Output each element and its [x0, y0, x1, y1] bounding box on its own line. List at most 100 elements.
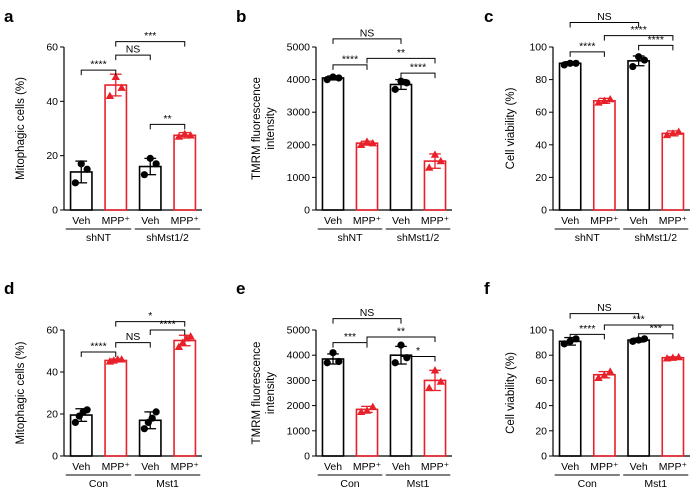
significance-label: NS	[597, 11, 612, 23]
data-point	[182, 334, 191, 342]
significance-bracket	[400, 355, 436, 362]
group-label: Mst1	[156, 478, 179, 490]
y-tick-label: 0	[541, 451, 547, 463]
significance-bracket	[332, 38, 402, 44]
bar	[558, 62, 582, 211]
bar	[355, 408, 379, 457]
x-tick-label: Veh	[324, 461, 342, 473]
panel-a: a 0 20 40 60 Mitophagic cells (%) Veh MPP⁺ Veh MP…	[4, 7, 202, 244]
significance-label: **	[397, 47, 405, 59]
significance-bracket	[638, 333, 674, 339]
data-point	[362, 406, 372, 414]
y-tick-label: 60	[535, 107, 547, 119]
y-tick-label: 2000	[287, 400, 311, 412]
data-point	[629, 62, 637, 71]
data-point	[323, 76, 331, 84]
significance-bracket	[115, 321, 186, 327]
x-tick-label: Veh	[141, 215, 159, 227]
data-point	[391, 85, 399, 93]
x-tick-label: Veh	[324, 215, 342, 227]
data-point	[186, 131, 195, 139]
x-tick-label: MPP⁺	[590, 215, 618, 227]
data-point	[174, 132, 184, 140]
y-tick-label: 60	[46, 42, 58, 54]
data-point	[335, 74, 343, 82]
data-point	[674, 127, 683, 135]
significance-label: NS	[360, 27, 375, 39]
data-point	[146, 154, 154, 162]
significance-bracket	[569, 313, 640, 319]
y-tick-label: 0	[541, 205, 547, 217]
y-tick-label: 20	[535, 172, 547, 184]
data-point	[560, 340, 568, 348]
significance-label: ****	[342, 53, 358, 65]
x-tick-label: MPP⁺	[421, 215, 449, 227]
y-tick-label: 1000	[287, 425, 311, 437]
x-tick-label: MPP⁺	[353, 215, 381, 227]
data-point	[152, 408, 160, 416]
data-point	[629, 337, 637, 345]
significance-bracket	[115, 54, 151, 61]
y-tick-label: 3000	[287, 107, 311, 119]
bar	[104, 84, 128, 211]
data-point	[77, 160, 85, 168]
x-tick-label: Veh	[392, 215, 410, 227]
x-tick-label: MPP⁺	[659, 215, 687, 227]
significance-bracket	[638, 44, 674, 51]
bar	[423, 379, 447, 457]
y-tick-label: 0	[304, 205, 310, 217]
significance-bracket	[366, 57, 436, 64]
panel-f: f 0 20 40 60 80 100 Cell viability (%) Veh MPP⁺ Ve…	[484, 279, 690, 490]
bar	[558, 340, 582, 457]
y-axis-title: Cell viability (%)	[505, 87, 517, 169]
y-tick-label: 60	[535, 375, 547, 387]
y-axis-title: TMRM fluorescence intensity	[251, 342, 277, 445]
group-label: shMst1/2	[634, 232, 677, 244]
data-point	[329, 349, 337, 357]
data-point	[397, 341, 405, 349]
significance-bracket	[149, 123, 186, 130]
data-point	[640, 56, 649, 64]
data-point	[368, 138, 377, 147]
data-point	[606, 94, 615, 103]
significance-bracket	[400, 72, 436, 79]
bar	[321, 358, 345, 457]
x-tick-label: Veh	[392, 461, 410, 473]
data-point	[117, 355, 126, 363]
data-point	[368, 402, 377, 411]
group-label: shNT	[337, 232, 363, 244]
data-point	[635, 53, 643, 61]
data-point	[662, 354, 672, 362]
data-point	[180, 129, 189, 138]
y-axis-title: TMRM fluorescence intensity	[251, 77, 277, 180]
y-tick-label: 40	[46, 96, 58, 108]
panel-letter: c	[484, 7, 493, 26]
significance-label: ****	[630, 24, 646, 36]
y-tick-label: 80	[535, 74, 547, 86]
data-point	[186, 332, 195, 340]
data-point	[668, 353, 678, 361]
y-tick-label: 5000	[287, 325, 311, 337]
data-point	[140, 171, 148, 179]
y-tick-label: 0	[52, 205, 58, 217]
significance-label: NS	[597, 302, 612, 314]
significance-label: **	[163, 113, 171, 125]
group-label: Mst1	[644, 478, 667, 490]
x-tick-label: Veh	[72, 461, 90, 473]
y-tick-label: 40	[46, 367, 58, 379]
significance-label: ****	[90, 59, 106, 71]
group-label: Con	[578, 478, 597, 490]
panel-letter: f	[484, 279, 490, 298]
data-point	[391, 359, 399, 367]
x-tick-label: MPP⁺	[171, 215, 199, 227]
group-label: Mst1	[407, 478, 430, 490]
significance-bracket	[80, 351, 117, 358]
y-axis-title: Mitophagic cells (%)	[15, 341, 27, 444]
data-point	[572, 335, 580, 343]
x-tick-label: Veh	[630, 461, 648, 473]
significance-label: *	[416, 345, 420, 357]
data-point	[323, 359, 331, 367]
significance-bracket	[569, 51, 605, 57]
data-point	[357, 140, 366, 148]
x-tick-label: Veh	[561, 215, 579, 227]
